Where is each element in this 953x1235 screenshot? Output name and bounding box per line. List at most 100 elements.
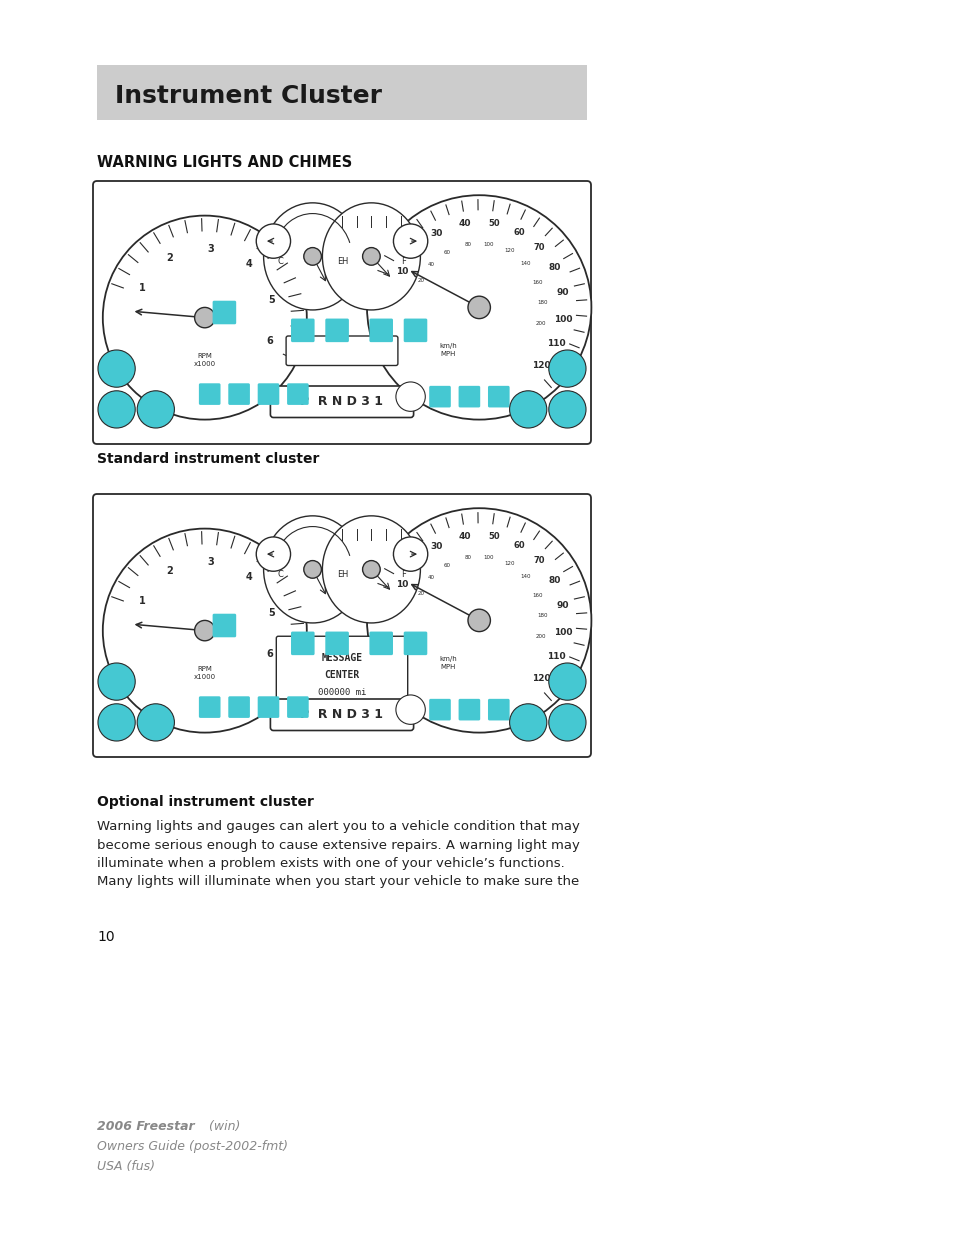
- Circle shape: [137, 704, 174, 741]
- Text: 40: 40: [428, 262, 435, 267]
- Circle shape: [367, 195, 591, 420]
- Text: P  R N D 3 1: P R N D 3 1: [300, 708, 383, 721]
- Text: 160: 160: [533, 280, 543, 285]
- Circle shape: [548, 390, 585, 429]
- FancyBboxPatch shape: [291, 319, 314, 342]
- FancyBboxPatch shape: [429, 385, 451, 408]
- Text: 40: 40: [457, 219, 470, 228]
- Circle shape: [509, 704, 546, 741]
- FancyBboxPatch shape: [325, 631, 349, 655]
- Text: CENTER: CENTER: [324, 671, 359, 680]
- Text: 3: 3: [207, 243, 214, 253]
- Text: 60: 60: [513, 541, 524, 550]
- Text: F: F: [400, 257, 405, 267]
- Circle shape: [194, 620, 214, 641]
- Text: E: E: [336, 257, 342, 267]
- Text: 2: 2: [167, 566, 173, 576]
- Circle shape: [98, 663, 135, 700]
- Text: 100: 100: [554, 315, 573, 324]
- Text: 140: 140: [520, 574, 531, 579]
- Text: 100: 100: [554, 627, 573, 637]
- Text: USA (fus): USA (fus): [97, 1160, 154, 1173]
- Text: 200: 200: [536, 635, 546, 640]
- FancyBboxPatch shape: [257, 383, 279, 405]
- Text: 60: 60: [513, 227, 524, 237]
- FancyBboxPatch shape: [198, 383, 220, 405]
- Text: 30: 30: [430, 228, 442, 238]
- Circle shape: [194, 308, 214, 327]
- Text: 4: 4: [246, 259, 253, 269]
- Text: 120: 120: [503, 562, 514, 567]
- Text: Standard instrument cluster: Standard instrument cluster: [97, 452, 319, 466]
- Text: 40: 40: [457, 532, 470, 541]
- Text: RPM
x1000: RPM x1000: [193, 353, 215, 368]
- Text: C: C: [277, 571, 283, 579]
- FancyBboxPatch shape: [291, 631, 314, 655]
- Text: 20: 20: [417, 278, 424, 283]
- Text: 140: 140: [520, 262, 531, 267]
- Circle shape: [367, 508, 591, 732]
- Circle shape: [98, 390, 135, 429]
- FancyBboxPatch shape: [228, 383, 250, 405]
- Text: Owners Guide (post-2002-fmt): Owners Guide (post-2002-fmt): [97, 1140, 288, 1153]
- Text: P  R N D 3 1: P R N D 3 1: [300, 395, 383, 409]
- FancyBboxPatch shape: [270, 699, 414, 730]
- Text: 20: 20: [409, 246, 421, 254]
- Text: Optional instrument cluster: Optional instrument cluster: [97, 795, 314, 809]
- Text: 120: 120: [532, 361, 550, 370]
- Circle shape: [98, 704, 135, 741]
- Circle shape: [548, 663, 585, 700]
- Circle shape: [103, 529, 307, 732]
- Ellipse shape: [322, 516, 420, 622]
- Circle shape: [362, 561, 380, 578]
- Text: 40: 40: [428, 576, 435, 580]
- Text: 120: 120: [532, 674, 550, 683]
- Text: 6: 6: [266, 336, 274, 346]
- Text: F: F: [400, 571, 405, 579]
- FancyBboxPatch shape: [270, 387, 414, 417]
- FancyBboxPatch shape: [92, 182, 590, 445]
- Circle shape: [103, 216, 307, 420]
- Circle shape: [548, 350, 585, 388]
- FancyBboxPatch shape: [228, 697, 250, 718]
- Text: 70: 70: [533, 242, 545, 252]
- Text: 60: 60: [443, 562, 450, 568]
- Text: 90: 90: [557, 601, 569, 610]
- FancyBboxPatch shape: [488, 699, 509, 720]
- Circle shape: [509, 390, 546, 429]
- FancyBboxPatch shape: [213, 300, 236, 325]
- Circle shape: [256, 537, 291, 572]
- Text: 110: 110: [547, 338, 565, 348]
- Text: 100: 100: [482, 555, 493, 559]
- Text: 6: 6: [266, 650, 274, 659]
- Text: 1: 1: [138, 283, 145, 293]
- Text: E: E: [336, 571, 342, 579]
- Text: km/h
MPH: km/h MPH: [438, 656, 456, 669]
- FancyBboxPatch shape: [276, 636, 407, 711]
- Text: 60: 60: [443, 249, 450, 254]
- Text: 180: 180: [537, 300, 548, 305]
- Text: 50: 50: [488, 219, 499, 228]
- Circle shape: [393, 224, 427, 258]
- Text: WARNING LIGHTS AND CHIMES: WARNING LIGHTS AND CHIMES: [97, 156, 352, 170]
- Text: MESSAGE: MESSAGE: [321, 653, 362, 663]
- Circle shape: [137, 390, 174, 429]
- Text: 10: 10: [395, 267, 408, 275]
- Circle shape: [468, 296, 490, 319]
- Text: RPM
x1000: RPM x1000: [193, 667, 215, 680]
- FancyBboxPatch shape: [369, 631, 393, 655]
- Ellipse shape: [263, 516, 361, 622]
- Circle shape: [468, 609, 490, 631]
- Text: 10: 10: [395, 580, 408, 589]
- Circle shape: [548, 704, 585, 741]
- FancyBboxPatch shape: [287, 383, 309, 405]
- FancyBboxPatch shape: [287, 697, 309, 718]
- FancyBboxPatch shape: [325, 319, 349, 342]
- FancyBboxPatch shape: [198, 697, 220, 718]
- Text: (win): (win): [205, 1120, 240, 1132]
- Circle shape: [303, 247, 321, 266]
- Circle shape: [362, 247, 380, 266]
- Text: 20: 20: [417, 590, 424, 595]
- Text: 80: 80: [464, 555, 471, 559]
- Text: 80: 80: [464, 242, 471, 247]
